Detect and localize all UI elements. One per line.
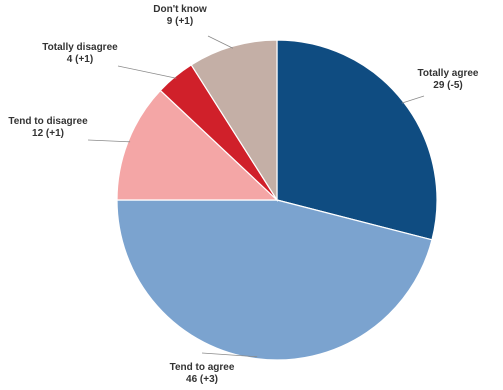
leader-line [401,95,425,104]
slice-label-value: 9 (+1) [167,16,193,27]
pie-slice-tend-to-disagree [116,89,279,201]
pie-slice-totally-agree [276,39,438,241]
slice-label-name: Don't know [153,4,207,15]
slice-label-name: Tend to agree [170,362,235,373]
slice-label-name: Totally agree [418,68,479,79]
pie-slice-don-t-know [190,39,278,203]
leader-lines [87,35,425,358]
pie-slices [116,39,438,361]
leader-line [87,139,131,143]
slice-label-value: 12 (+1) [32,128,64,139]
slice-label-value: 29 (-5) [433,80,462,91]
leader-line [117,65,177,79]
slice-label-name: Totally disagree [42,42,118,53]
leader-line [207,35,234,49]
slice-label-value: 46 (+3) [186,374,218,385]
leader-line [201,352,258,358]
pie-slice-tend-to-agree [116,199,433,361]
slice-label-name: Tend to disagree [8,116,88,127]
slice-label-value: 4 (+1) [67,54,93,65]
